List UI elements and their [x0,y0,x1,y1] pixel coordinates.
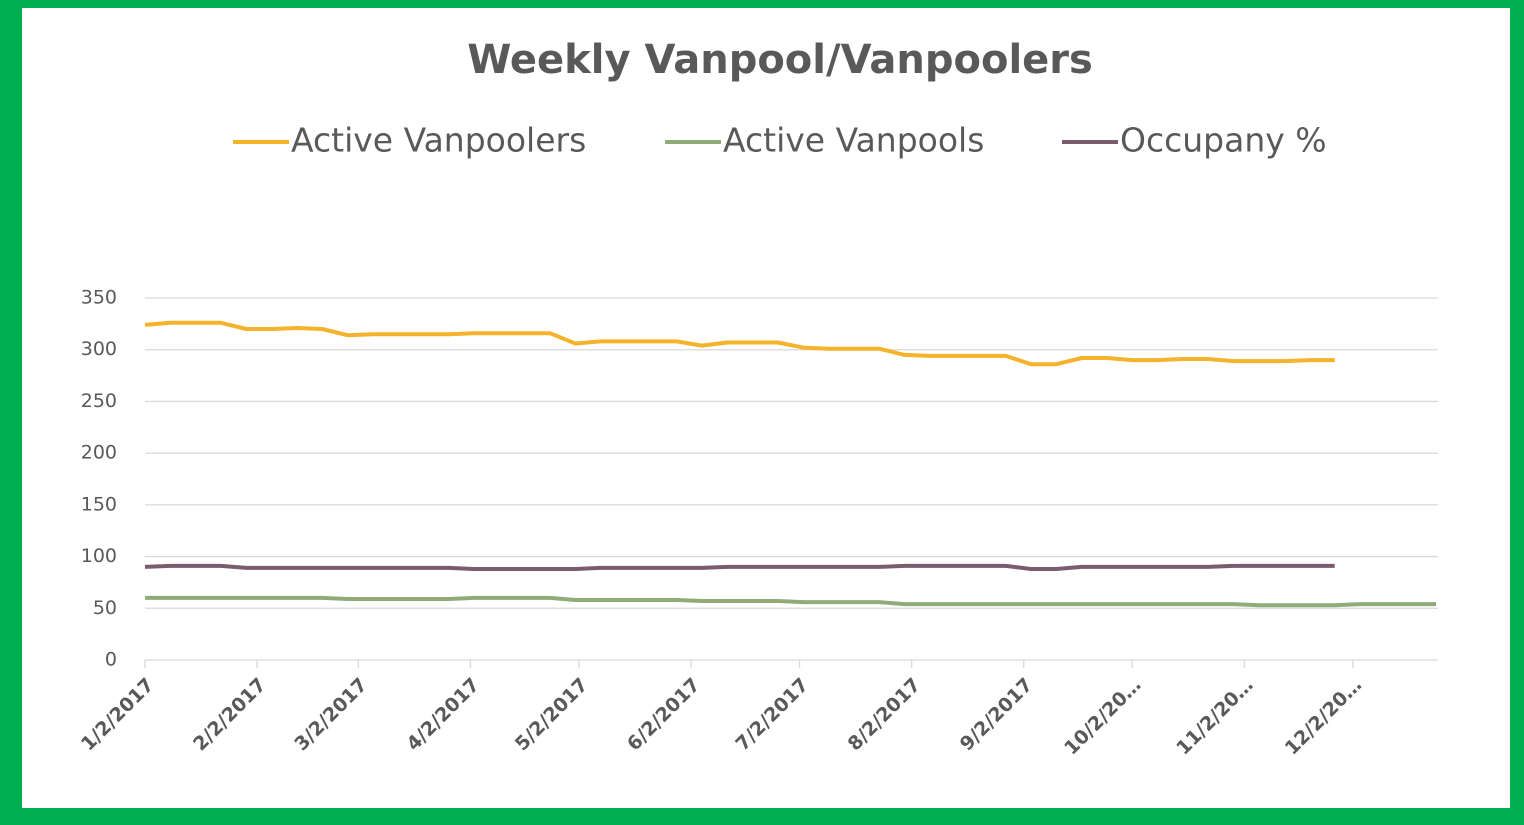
series-line [144,320,1335,367]
legend-label: Occupany % [1120,121,1327,160]
y-tick-label: 0 [105,649,117,671]
y-tick-label: 200 [81,442,117,464]
y-tick-label: 250 [81,390,117,412]
y-tick-label: 100 [81,545,117,567]
y-tick-label: 300 [81,338,117,360]
chart-title: Weekly Vanpool/Vanpoolers [467,37,1093,83]
series-line [145,595,1436,608]
legend-label: Active Vanpools [723,121,984,160]
y-tick-label: 150 [81,493,117,515]
y-tick-label: 50 [93,597,117,619]
y-tick-label: 350 [81,287,117,309]
series-line [144,563,1335,571]
legend-label: Active Vanpoolers [291,121,586,160]
